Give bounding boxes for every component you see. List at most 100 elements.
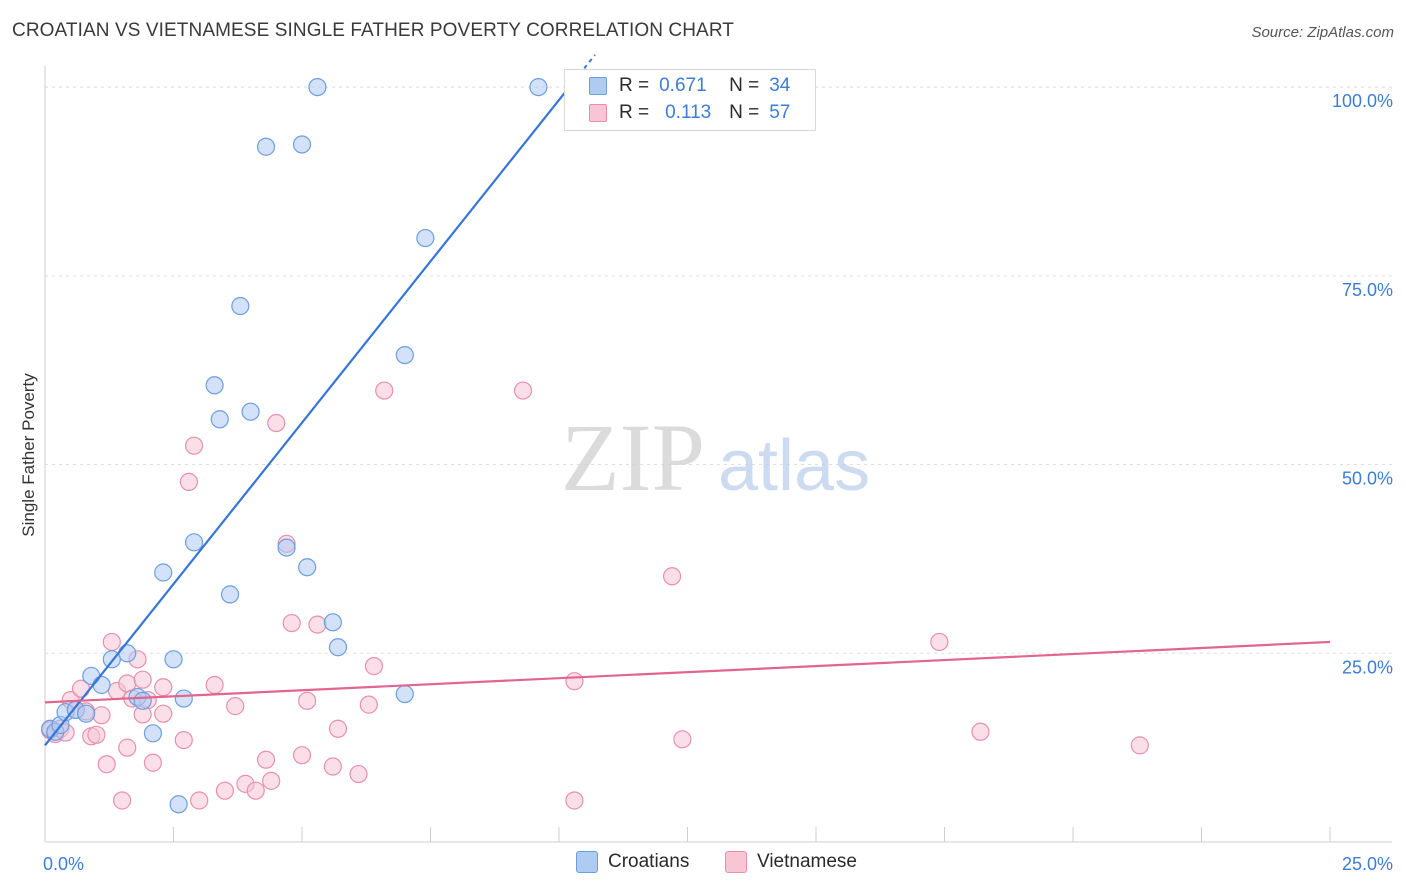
vietnamese-point: [673, 730, 692, 749]
croatian-point: [298, 558, 317, 577]
croatian-point: [395, 345, 414, 365]
croatian-point: [308, 77, 327, 97]
n-label: N =: [729, 75, 760, 96]
vietnamese-point: [930, 632, 949, 652]
vietnamese-point: [184, 436, 204, 455]
y-tick-label: 75.0%: [1342, 280, 1393, 300]
croatian-point: [118, 644, 137, 663]
watermark-atlas: atlas: [718, 426, 870, 506]
x-tick-label: 25.0%: [1342, 854, 1393, 874]
trendlines: [44, 54, 1331, 747]
croatian-point: [184, 533, 204, 552]
croatian-point: [143, 724, 163, 743]
croatian-point: [256, 137, 276, 156]
croatian-point: [210, 410, 229, 429]
vietnamese-swatch: [589, 104, 607, 122]
croatian-point: [241, 402, 260, 421]
legend-label-croatians: Croatians: [608, 851, 690, 872]
croatian-point: [416, 228, 435, 248]
croatians-swatch: [589, 77, 607, 95]
croatian-point: [154, 563, 173, 582]
vietnamese-point: [349, 764, 368, 784]
y-tick-label: 50.0%: [1342, 469, 1393, 489]
grid-lines: [45, 86, 1392, 654]
croatian-point: [205, 376, 224, 395]
vietnamese-trendline: [44, 640, 1331, 704]
croatian-point: [169, 795, 188, 814]
croatian-point: [277, 538, 296, 557]
source-label: Source: ZipAtlas.com: [1251, 24, 1394, 41]
tick-labels: 25.0% 50.0% 75.0% 100.0% 0.0% 25.0%: [43, 91, 1393, 874]
croatians-legend-swatch: [576, 851, 598, 873]
vietnamese-point: [282, 613, 301, 633]
croatian-point: [77, 704, 96, 723]
vietnamese-point: [1130, 736, 1149, 755]
vietnamese-point: [102, 632, 121, 652]
vietnamese-point: [112, 791, 132, 810]
vietnamese-point: [662, 567, 682, 586]
y-tick-label: 25.0%: [1342, 657, 1393, 677]
croatian-point: [174, 689, 193, 708]
vietnamese-legend-swatch: [725, 851, 747, 873]
croatian-point: [164, 650, 183, 669]
axes: [44, 66, 1392, 843]
vietnamese-point: [262, 771, 281, 790]
r-value: 0.671: [659, 75, 707, 96]
vietnamese-point: [513, 381, 533, 400]
n-label: N =: [729, 102, 760, 123]
vietnamese-point: [375, 381, 394, 400]
vietnamese-point: [328, 719, 348, 738]
stats-row-vietnamese: R = 0.113 N = 57: [589, 100, 790, 126]
vietnamese-point: [87, 725, 106, 744]
vietnamese-point: [308, 615, 327, 634]
croatian-points: [41, 77, 548, 814]
vietnamese-point: [292, 746, 312, 765]
vietnamese-point: [92, 706, 111, 725]
x-tick-label: 0.0%: [43, 854, 84, 874]
vietnamese-point: [298, 691, 317, 710]
vietnamese-point: [143, 753, 163, 772]
vietnamese-point: [359, 695, 378, 714]
y-tick-label: 100.0%: [1332, 91, 1393, 111]
vietnamese-point: [174, 730, 193, 750]
series-legend: Croatians Vietnamese: [0, 851, 1406, 877]
stats-row-croatians: R = 0.671 N = 34: [589, 73, 790, 99]
n-value: 34: [769, 75, 791, 96]
vietnamese-point: [154, 704, 173, 723]
croatian-point: [292, 135, 312, 154]
croatian-point: [529, 77, 548, 97]
croatian-point: [231, 296, 250, 316]
vietnamese-point: [267, 413, 286, 433]
vietnamese-point: [226, 697, 245, 716]
croatian-point: [133, 691, 152, 710]
n-value: 57: [769, 102, 791, 123]
legend-item-croatians[interactable]: Croatians: [576, 851, 689, 873]
croatian-point: [323, 613, 342, 632]
vietnamese-point: [256, 750, 276, 769]
watermark: ZIP atlas: [561, 404, 870, 511]
croatian-point: [220, 585, 240, 604]
r-value: 0.113: [665, 102, 712, 123]
vietnamese-point: [364, 657, 384, 676]
vietnamese-point: [215, 781, 234, 800]
vietnamese-point: [179, 472, 199, 492]
vietnamese-point: [133, 670, 152, 689]
vietnamese-point: [190, 791, 209, 810]
vietnamese-point: [97, 755, 116, 774]
r-label: R =: [619, 102, 650, 123]
croatian-trendline-extension: [568, 54, 596, 88]
watermark-zip: ZIP: [561, 404, 705, 511]
vietnamese-point: [971, 722, 990, 741]
legend-label-vietnamese: Vietnamese: [757, 851, 857, 872]
legend-item-vietnamese[interactable]: Vietnamese: [725, 851, 857, 873]
croatian-point: [328, 638, 348, 657]
vietnamese-point: [205, 675, 224, 695]
vietnamese-point: [323, 757, 342, 776]
stats-legend: R = 0.671 N = 34 R = 0.113 N = 57: [564, 69, 816, 131]
vietnamese-point: [246, 781, 265, 800]
croatian-point: [92, 675, 111, 695]
vietnamese-point: [154, 678, 173, 697]
croatian-trendline: [44, 86, 571, 747]
vietnamese-point: [565, 791, 584, 810]
